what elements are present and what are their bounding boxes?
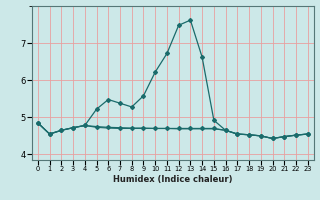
X-axis label: Humidex (Indice chaleur): Humidex (Indice chaleur): [113, 175, 233, 184]
